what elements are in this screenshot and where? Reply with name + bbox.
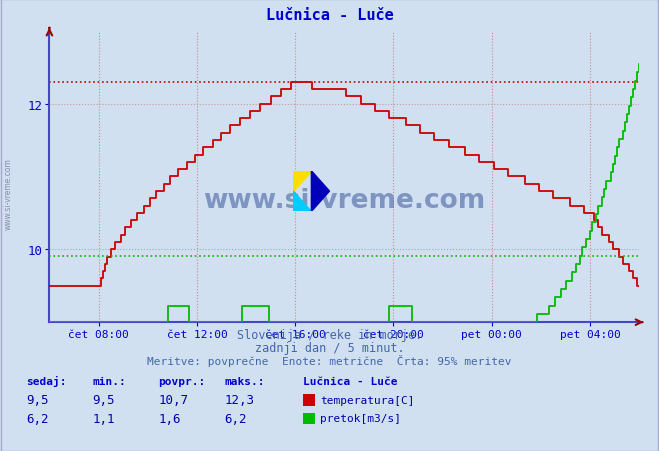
Text: min.:: min.:: [92, 376, 126, 386]
Text: Lučnica - Luče: Lučnica - Luče: [303, 376, 397, 386]
Text: sedaj:: sedaj:: [26, 376, 67, 387]
Text: temperatura[C]: temperatura[C]: [320, 395, 415, 405]
Polygon shape: [293, 192, 312, 212]
Text: zadnji dan / 5 minut.: zadnji dan / 5 minut.: [254, 341, 405, 354]
Text: www.si-vreme.com: www.si-vreme.com: [203, 187, 486, 213]
Text: Lučnica - Luče: Lučnica - Luče: [266, 8, 393, 23]
Text: 12,3: 12,3: [224, 394, 254, 406]
Text: pretok[m3/s]: pretok[m3/s]: [320, 414, 401, 423]
Text: 1,1: 1,1: [92, 412, 115, 425]
Text: 6,2: 6,2: [26, 412, 49, 425]
Polygon shape: [293, 171, 312, 192]
Text: www.si-vreme.com: www.si-vreme.com: [4, 158, 13, 230]
Text: 6,2: 6,2: [224, 412, 246, 425]
Text: 9,5: 9,5: [26, 394, 49, 406]
Text: 1,6: 1,6: [158, 412, 181, 425]
Text: 9,5: 9,5: [92, 394, 115, 406]
Polygon shape: [312, 171, 330, 212]
Text: povpr.:: povpr.:: [158, 376, 206, 386]
Text: 10,7: 10,7: [158, 394, 188, 406]
Text: maks.:: maks.:: [224, 376, 264, 386]
Text: Meritve: povprečne  Enote: metrične  Črta: 95% meritev: Meritve: povprečne Enote: metrične Črta:…: [147, 354, 512, 367]
Text: Slovenija / reke in morje.: Slovenija / reke in morje.: [237, 328, 422, 341]
